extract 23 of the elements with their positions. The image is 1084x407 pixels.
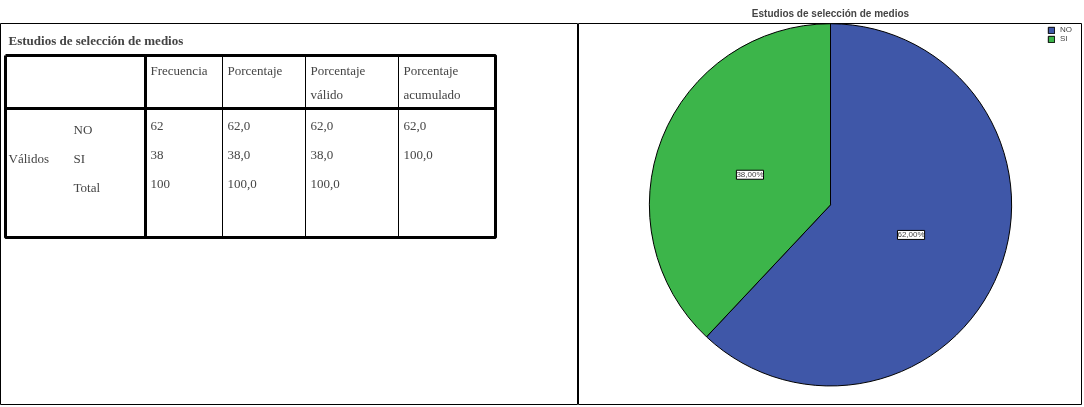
text: 100,0: [227, 176, 257, 192]
text: 62,0: [310, 117, 334, 133]
text: 38: [150, 146, 164, 162]
text: Válidos: [8, 150, 49, 166]
text: 38,0: [227, 146, 251, 162]
chart-title: Estudios de selección de medios: [751, 7, 910, 19]
text: Porcentaje: [227, 63, 283, 79]
text: Porcentaje acumulado: [403, 63, 461, 103]
text: Porcentaje válido: [310, 63, 366, 103]
text: 62,0: [403, 117, 427, 133]
text: 62,0: [227, 117, 251, 133]
legend-label: NO: [1060, 25, 1073, 34]
text: 100: [150, 176, 170, 192]
text: 100,0: [403, 146, 433, 162]
text: Frecuencia: [150, 63, 208, 79]
text: Estudios de selección de medios: [8, 32, 184, 48]
text: 62: [150, 117, 164, 133]
text: 38,0: [310, 146, 334, 162]
legend-label: SI: [1060, 34, 1069, 43]
text: NO: [73, 121, 93, 137]
text: Total: [73, 180, 101, 196]
text: 100,0: [310, 176, 340, 192]
text: SI: [73, 150, 86, 166]
